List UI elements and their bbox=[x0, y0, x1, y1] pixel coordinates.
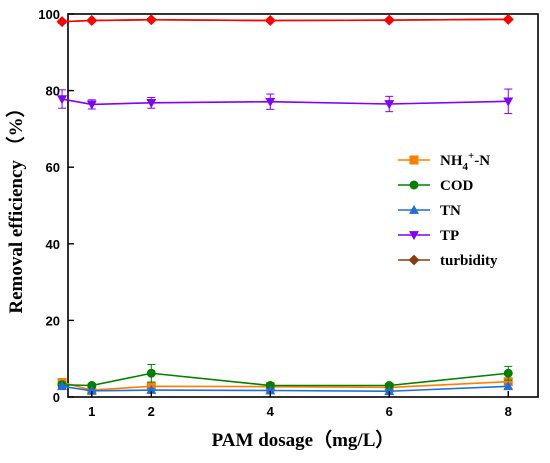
data-point bbox=[502, 13, 514, 25]
data-point bbox=[145, 14, 157, 26]
data-point bbox=[384, 381, 394, 391]
data-point bbox=[56, 16, 68, 28]
legend-label: NH4+-N bbox=[440, 150, 490, 173]
legend-entry: TP bbox=[398, 228, 459, 244]
data-point bbox=[146, 368, 156, 378]
data-point bbox=[384, 100, 395, 110]
data-point bbox=[146, 99, 157, 109]
series-line bbox=[61, 385, 509, 393]
y-tick-label: 40 bbox=[46, 237, 60, 252]
data-point bbox=[384, 386, 395, 396]
series-line bbox=[61, 380, 509, 391]
series-cod bbox=[57, 363, 513, 391]
y-tick-label: 0 bbox=[53, 390, 60, 405]
data-point bbox=[86, 385, 97, 395]
data-point bbox=[146, 384, 157, 394]
data-point bbox=[264, 15, 276, 26]
data-point bbox=[503, 368, 513, 378]
x-tick-label: 1 bbox=[88, 404, 95, 419]
legend-entry: turbidity bbox=[398, 253, 498, 269]
legend-entry: TN bbox=[398, 203, 461, 219]
x-tick-label: 6 bbox=[386, 404, 393, 419]
y-tick-label: 100 bbox=[38, 7, 60, 22]
x-tick-label: 8 bbox=[505, 404, 512, 419]
series-tn bbox=[57, 381, 514, 396]
y-tick-label: 20 bbox=[46, 313, 60, 328]
legend-label: TP bbox=[440, 228, 459, 244]
legend-label: TN bbox=[440, 203, 461, 219]
legend-marker bbox=[408, 254, 420, 266]
data-point bbox=[265, 385, 276, 395]
y-tick-label: 60 bbox=[46, 160, 60, 175]
legend-marker bbox=[409, 155, 419, 165]
x-tick-label: 2 bbox=[148, 404, 155, 419]
legend-marker bbox=[409, 180, 419, 190]
data-point bbox=[383, 14, 395, 26]
plot-frame bbox=[67, 13, 539, 398]
series-line bbox=[62, 372, 509, 387]
data-point bbox=[503, 97, 514, 107]
y-tick-label: 80 bbox=[46, 84, 60, 99]
plot-border bbox=[67, 13, 539, 398]
legend-marker bbox=[409, 231, 419, 241]
legend-label: turbidity bbox=[440, 253, 498, 269]
data-point bbox=[57, 95, 68, 105]
data-point bbox=[503, 381, 514, 391]
x-axis-title: PAM dosage（mg/L） bbox=[212, 428, 395, 451]
data-point bbox=[87, 381, 97, 391]
legend-label: COD bbox=[440, 178, 474, 194]
data-point bbox=[57, 381, 68, 391]
series-extra-5 bbox=[56, 13, 514, 28]
data-point bbox=[86, 100, 97, 110]
data-point bbox=[265, 97, 276, 107]
x-tick-label: 4 bbox=[267, 404, 275, 419]
legend-entry: NH4+-N bbox=[398, 150, 490, 173]
series-line bbox=[61, 98, 509, 106]
legend-entry: COD bbox=[398, 178, 474, 194]
y-axis-title: Removal efficiency （%） bbox=[4, 98, 27, 313]
data-point bbox=[86, 15, 98, 26]
legend: NH4+-N COD TN TP turbidity bbox=[398, 150, 498, 269]
series-tp bbox=[57, 88, 514, 115]
series-layer bbox=[56, 13, 514, 396]
legend-marker bbox=[409, 204, 419, 214]
series-line bbox=[62, 18, 509, 23]
